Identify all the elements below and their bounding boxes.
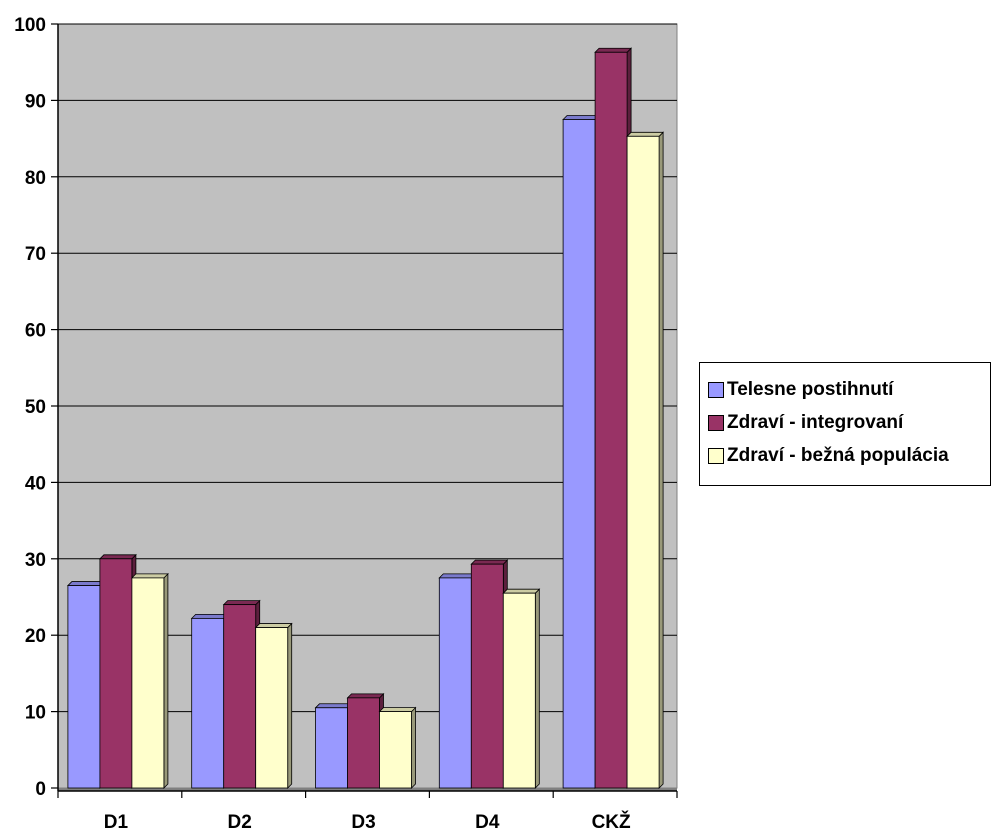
legend-item-series-1: Telesne postihnutí [708,373,990,406]
x-category-label: D2 [228,812,252,833]
bar-D3-series-2 [346,692,385,789]
bar-D3-series-3 [378,706,417,789]
bar-front [438,577,472,789]
legend-label-series-3: Zdraví - bežná populácia [727,444,949,466]
bar-D4-series-2 [470,559,509,789]
bar-D2-series-3 [254,622,293,789]
bar-CKŽ-series-3 [626,131,665,789]
y-tick-labels: 0 10 20 30 40 50 60 70 80 90 100 [14,15,46,800]
bar-front [626,135,660,789]
bar-front [594,51,628,789]
bar-side [534,588,540,789]
bar-front [470,563,504,789]
legend-item-series-3: Zdraví - bežná populácia [708,439,990,472]
bar-front [562,119,596,789]
bar-top [562,115,601,120]
legend-item-series-2: Zdraví - integrovaní [708,406,990,439]
bar-front [347,697,380,789]
legend-swatch-series-3 [708,447,724,464]
axes [51,23,678,798]
bar-D2-series-1 [190,613,229,789]
bar-top [190,613,229,619]
bar-front [315,707,348,789]
bar-top [470,559,509,565]
bar-top [222,600,261,606]
bar-front [99,558,133,789]
bar-D1-series-2 [98,553,137,789]
legend-label-series-1: Telesne postihnutí [727,378,894,400]
bar-side [163,572,169,789]
legend-label-series-2: Zdraví - integrovaní [727,411,904,433]
bar-front [502,592,536,789]
x-category-label: CKŽ [592,811,631,833]
y-tick-label: 10 [25,703,46,724]
y-tick-label: 30 [25,550,46,571]
y-tick-label: 60 [25,321,46,342]
bar-top [66,581,105,586]
bar-front [131,577,165,789]
bar-side [411,706,416,789]
bar-top [130,573,169,579]
bar-front [255,627,289,789]
bar-D1-series-1 [66,580,105,789]
bar-top [502,588,541,594]
bar-CKŽ-series-1 [562,114,601,789]
bar-CKŽ-series-2 [594,47,633,789]
bar-top [98,554,137,560]
bar-front [379,711,412,789]
bar-D4-series-1 [438,572,477,789]
y-tick-label: 100 [14,15,46,36]
x-category-labels: D1 D2 D3 D4 CKŽ [104,811,631,833]
bar-D4-series-3 [502,588,541,789]
y-tick-label: 0 [35,779,46,800]
bar-side [287,622,293,789]
bar-D2-series-2 [222,599,261,789]
bar-top [314,703,353,709]
y-tick-label: 80 [25,168,46,189]
bar-front [67,585,101,789]
plot-floor [58,788,677,791]
legend-swatch-series-2 [708,414,724,431]
legend-swatch-series-1 [708,381,724,398]
bar-top [438,573,477,579]
x-category-label: D4 [475,812,500,833]
bar-top [594,47,633,53]
y-tick-label: 90 [25,91,46,112]
bar-D3-series-1 [314,702,353,789]
bar-top [346,693,385,699]
y-tick-label: 70 [25,244,46,265]
bar-top [378,707,417,712]
x-category-label: D1 [104,812,129,833]
y-tick-label: 50 [25,397,46,418]
bar-front [223,604,257,789]
bar-side [658,131,664,789]
x-category-label: D3 [351,812,375,833]
bars [66,47,665,789]
bar-top [254,623,293,628]
legend: Telesne postihnutí Zdraví - integrovaní … [699,362,991,486]
bar-top [626,131,665,137]
bar-D1-series-3 [130,572,169,789]
y-tick-label: 40 [25,473,46,494]
bar-front [191,617,225,789]
y-tick-label: 20 [25,626,46,647]
